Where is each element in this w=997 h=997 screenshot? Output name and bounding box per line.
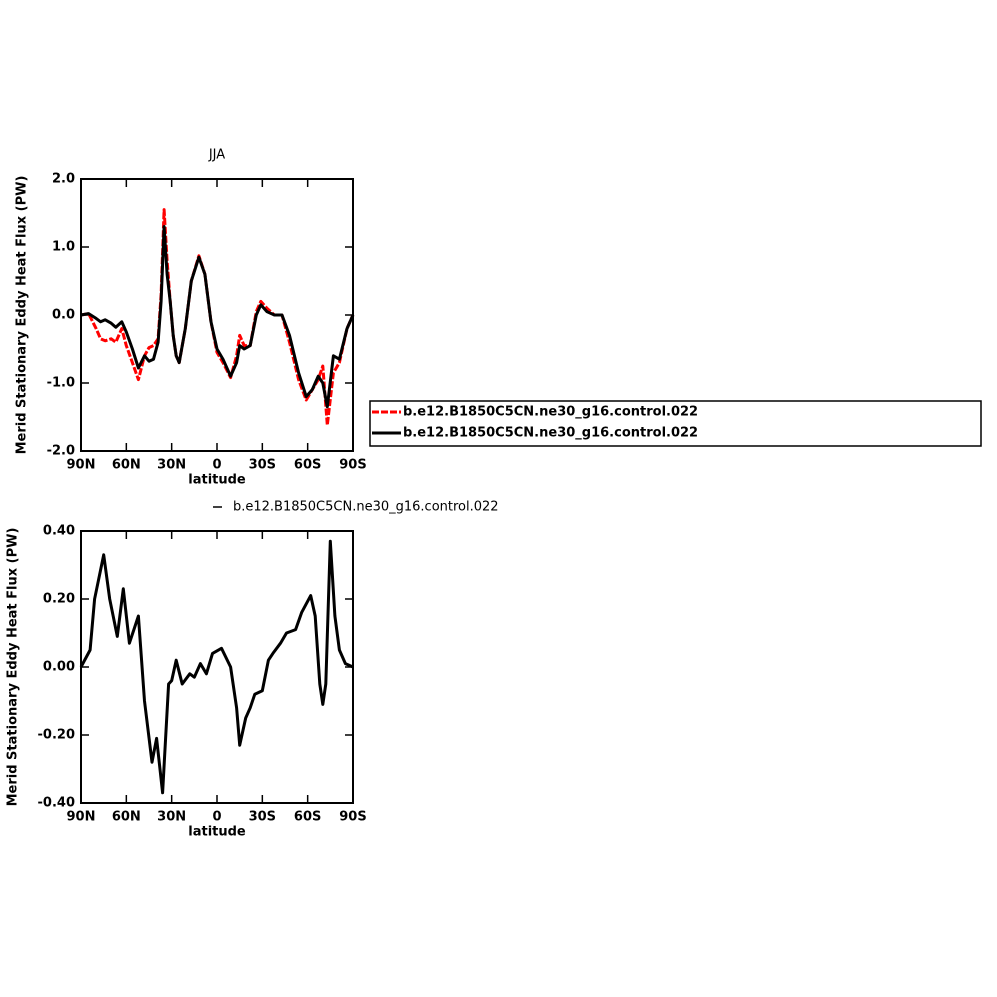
legend-label: b.e12.B1850C5CN.ne30_g16.control.022 (403, 405, 698, 420)
y-tick-label: 0.20 (43, 592, 75, 607)
x-tick-label: 0 (212, 458, 221, 473)
x-tick-label: 60N (112, 810, 141, 825)
x-tick-label: 30S (249, 810, 276, 825)
x-tick-label: 90S (339, 810, 366, 825)
x-tick-label: 60S (294, 458, 321, 473)
x-tick-label: 90N (67, 810, 96, 825)
y-tick-label: 0.00 (43, 660, 75, 675)
series-line (79, 539, 354, 795)
y-tick-label: -2.0 (47, 444, 75, 459)
y-tick-label: 0.0 (52, 308, 75, 323)
y-tick-label: 2.0 (52, 172, 75, 187)
x-tick-label: 0 (212, 810, 221, 825)
legend-box (369, 400, 982, 447)
y-axis-label: Merid Stationary Eddy Heat Flux (PW) (6, 528, 21, 807)
series-line (80, 208, 355, 427)
series-line (80, 225, 355, 409)
x-tick-label: 90N (67, 458, 96, 473)
plot-frame (80, 530, 354, 804)
x-tick-label: 30N (157, 810, 186, 825)
y-tick-label: 1.0 (52, 240, 75, 255)
legend-label: b.e12.B1850C5CN.ne30_g16.control.022 (403, 426, 698, 441)
x-tick-label: 30N (157, 458, 186, 473)
y-tick-label: -1.0 (47, 376, 75, 391)
chart-title: JJA (208, 148, 225, 163)
x-tick-label: 30S (249, 458, 276, 473)
x-tick-label: 90S (339, 458, 366, 473)
plot-frame (80, 178, 354, 452)
y-tick-label: -0.40 (38, 796, 75, 811)
x-tick-label: 60N (112, 458, 141, 473)
x-axis-label: latitude (188, 473, 246, 488)
legend-label: b.e12.B1850C5CN.ne30_g16.control.022 (233, 500, 499, 515)
y-axis-label: Merid Stationary Eddy Heat Flux (PW) (15, 176, 30, 455)
x-tick-label: 60S (294, 810, 321, 825)
y-tick-label: -0.20 (38, 728, 75, 743)
x-axis-label: latitude (188, 825, 246, 840)
y-tick-label: 0.40 (43, 524, 75, 539)
